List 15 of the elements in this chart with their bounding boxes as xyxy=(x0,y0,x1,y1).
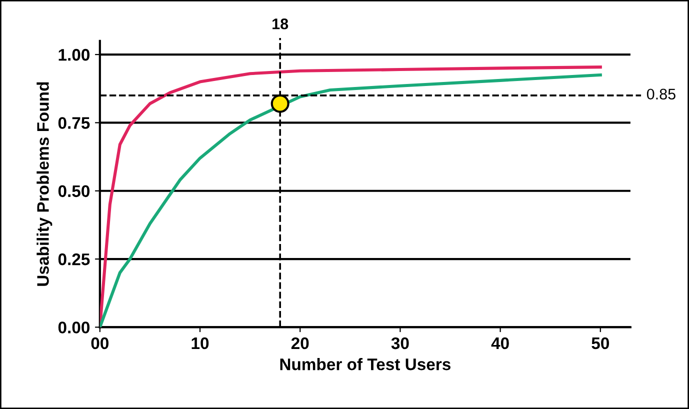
x-tick-label: 40 xyxy=(491,337,509,350)
x-tick-label: 50 xyxy=(592,337,609,350)
y-tick-label: 0.75 xyxy=(58,117,90,129)
y-axis-title: Usability Problems Found xyxy=(36,82,52,286)
x-tick-label: 10 xyxy=(192,337,209,350)
x-axis-title: Number of Test Users xyxy=(280,358,450,370)
x-tick-label: 20 xyxy=(291,337,309,350)
ref-line-label: 0.85 xyxy=(646,88,676,100)
ref-line-label: 18 xyxy=(272,18,288,30)
y-tick-label: 0.25 xyxy=(58,253,90,266)
y-tick-label: 1.00 xyxy=(58,48,90,61)
x-tick-label: 30 xyxy=(391,337,409,350)
y-tick-label: 0.50 xyxy=(58,185,90,198)
y-tick-label: 0.00 xyxy=(58,322,90,334)
x-tick-label: 00 xyxy=(91,337,108,350)
